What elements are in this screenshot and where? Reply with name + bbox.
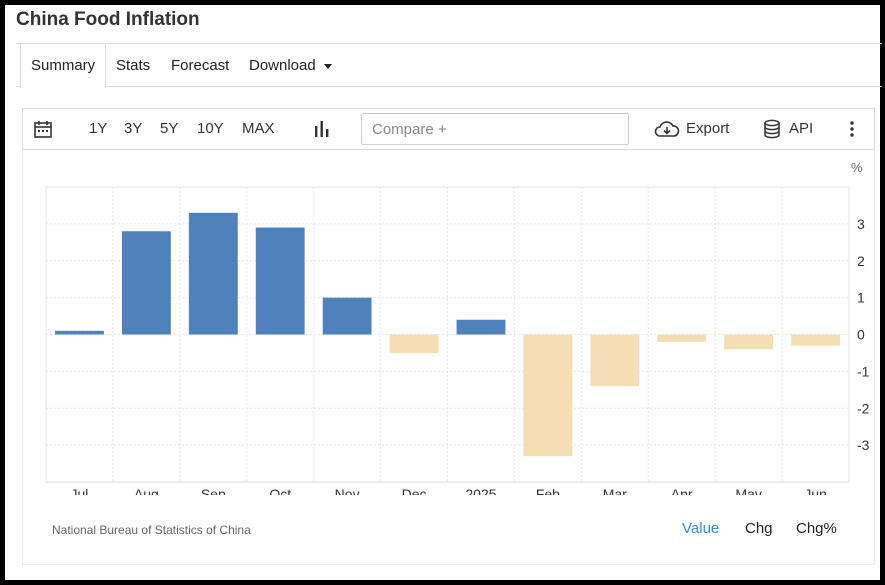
bar-chart: 3 2 1 0 -1 -2 -3% Jul Aug Sep Oct Nov Dec 2025 Feb Mar A… <box>45 160 870 495</box>
chart-container: 3 2 1 0 -1 -2 -3% Jul Aug Sep Oct Nov Dec 2025 Feb Mar A… <box>22 150 875 565</box>
caret-down-icon <box>323 63 332 69</box>
bar-apr <box>657 334 707 342</box>
tab-download[interactable]: Download <box>249 44 332 87</box>
api-label: API <box>789 120 814 137</box>
x-tick-label: Jul <box>71 486 89 495</box>
compare-input[interactable] <box>361 113 629 145</box>
x-tick-label: 2025 <box>465 486 496 495</box>
chart-type-button[interactable] <box>313 109 331 149</box>
bar-feb <box>523 334 573 457</box>
x-tick-label: Oct <box>269 486 291 495</box>
x-tick-label: Nov <box>335 486 360 495</box>
range-1y-button[interactable]: 1Y <box>89 120 108 137</box>
bar-may <box>724 334 774 350</box>
calendar-icon <box>34 121 52 138</box>
x-tick-label: Aug <box>134 486 159 495</box>
tab-forecast[interactable]: Forecast <box>171 57 230 74</box>
x-tick-label: May <box>735 486 761 495</box>
bar-oct <box>255 227 305 335</box>
bar-aug <box>121 231 171 335</box>
chart-toolbar: 1Y 3Y 5Y 10Y MAX Export <box>22 108 875 150</box>
y-tick-label: 3 <box>857 216 865 232</box>
bar-mar <box>590 334 640 387</box>
bar-nov <box>322 297 372 335</box>
bar-2025 <box>456 319 506 335</box>
cloud-download-icon <box>654 121 680 137</box>
export-button[interactable]: Export <box>654 109 729 149</box>
export-label: Export <box>686 120 730 137</box>
tab-summary[interactable]: Summary <box>20 44 107 88</box>
toggle-chg-percent[interactable]: Chg% <box>796 520 837 537</box>
api-button[interactable]: API <box>763 109 813 149</box>
x-tick-label: Apr <box>671 486 693 495</box>
range-max-button[interactable]: MAX <box>242 120 275 137</box>
tabs-bar: Summary Stats Forecast Download <box>16 43 882 88</box>
calendar-button[interactable] <box>33 109 53 149</box>
tab-download-label: Download <box>249 57 316 74</box>
x-tick-label: Jun <box>804 486 827 495</box>
y-tick-label: -1 <box>857 363 870 379</box>
range-3y-button[interactable]: 3Y <box>124 120 143 137</box>
x-tick-label: Dec <box>402 486 427 495</box>
source-label: National Bureau of Statistics of China <box>52 523 251 537</box>
tab-stats[interactable]: Stats <box>116 57 151 74</box>
more-menu-button[interactable] <box>849 109 855 149</box>
database-icon <box>764 119 780 139</box>
range-10y-button[interactable]: 10Y <box>197 120 224 137</box>
bar-dec <box>389 334 439 353</box>
x-tick-label: Sep <box>201 486 226 495</box>
range-5y-button[interactable]: 5Y <box>160 120 179 137</box>
toggle-value[interactable]: Value <box>682 520 720 537</box>
y-tick-label: 2 <box>857 253 865 269</box>
x-tick-label: Mar <box>603 486 627 495</box>
page-title: China Food Inflation <box>16 9 200 30</box>
y-tick-label: -3 <box>857 437 870 453</box>
bar-chart-icon <box>315 121 329 137</box>
y-unit-label: % <box>851 160 863 175</box>
x-tick-label: Feb <box>536 486 560 495</box>
bar-jul <box>55 330 104 335</box>
more-vertical-icon <box>850 121 854 137</box>
y-tick-label: 1 <box>857 290 865 306</box>
y-tick-label: -2 <box>857 400 870 416</box>
toggle-chg[interactable]: Chg <box>745 520 773 537</box>
bar-sep <box>188 212 238 335</box>
bar-jun <box>791 334 840 346</box>
y-tick-label: 0 <box>857 327 865 343</box>
